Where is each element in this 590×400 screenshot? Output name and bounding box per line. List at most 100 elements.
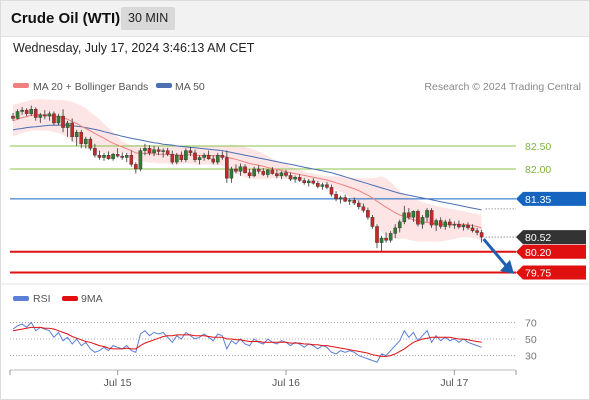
rsi-legend-swatch	[13, 296, 29, 301]
price-tags-layer: 82.50 82.00 81.35 80.52 80.20 79.75	[516, 141, 586, 280]
candle-body	[320, 184, 325, 187]
candle-body	[338, 197, 343, 200]
candle-body	[93, 148, 97, 156]
candle-body	[429, 210, 434, 226]
candle-body	[97, 154, 102, 158]
ma50-legend-label: MA 50	[175, 81, 205, 93]
candle-body	[138, 150, 143, 170]
candle-body	[347, 200, 352, 202]
candle-body	[184, 150, 188, 161]
candle-body	[388, 233, 393, 241]
support-label: 79.75	[525, 268, 551, 280]
candle-body	[65, 122, 70, 128]
candle-body	[170, 154, 175, 163]
candle-body	[24, 109, 29, 115]
x-axis-tick-label: Jul 15	[104, 377, 132, 389]
pivot-label: 81.35	[525, 194, 551, 206]
candle-body	[243, 166, 247, 173]
candle-body	[416, 211, 420, 225]
candle-body	[70, 122, 74, 138]
candle-body	[288, 175, 293, 180]
candle-body	[293, 177, 297, 180]
candle-body	[174, 154, 179, 163]
candle-body	[152, 149, 156, 154]
candle-body	[470, 227, 475, 231]
ma20-legend-swatch	[13, 83, 29, 88]
bollinger-band-layer	[13, 99, 482, 242]
ma50-legend-swatch	[156, 83, 172, 88]
candle-body	[43, 114, 47, 117]
candle-body	[479, 232, 484, 238]
ma50-line	[12, 124, 482, 211]
last-price-tag	[516, 230, 586, 245]
candle-body	[161, 150, 165, 152]
candle-body	[316, 183, 320, 187]
candle-body	[188, 150, 193, 154]
candle-body	[361, 206, 366, 211]
candle-body	[147, 148, 152, 154]
candles-layer	[11, 105, 484, 251]
candle-body	[29, 108, 34, 114]
candle-body	[197, 157, 202, 160]
candle-body	[311, 180, 316, 184]
x-axis-tick-label: Jul 16	[272, 377, 300, 389]
candle-body	[329, 187, 334, 195]
candle-body	[156, 149, 161, 152]
rsi-level-label: 50	[525, 334, 537, 346]
candle-body	[357, 202, 361, 207]
candle-body	[384, 237, 388, 241]
candle-body	[270, 169, 275, 174]
candle-body	[225, 157, 229, 179]
candle-body	[124, 154, 129, 158]
candle-body	[379, 237, 384, 243]
forecast-arrow-head	[500, 259, 514, 274]
candle-body	[393, 227, 398, 234]
candle-body	[284, 172, 288, 176]
candle-body	[302, 180, 307, 183]
candle-body	[220, 154, 225, 158]
candle-body	[56, 115, 61, 124]
candle-body	[452, 223, 457, 226]
candle-body	[370, 217, 375, 227]
candle-body	[306, 180, 311, 184]
candle-body	[238, 166, 243, 172]
price-levels-layer	[10, 145, 516, 274]
support-tag	[516, 244, 586, 259]
rsi-level-label: 30	[525, 351, 537, 363]
candle-body	[443, 221, 448, 227]
resistance-label: 82.50	[525, 141, 551, 153]
candle-body	[193, 152, 197, 160]
candle-body	[252, 168, 256, 177]
candle-body	[366, 210, 370, 218]
candle-body	[61, 115, 65, 128]
timestamp: Wednesday, July 17, 2024 3:46:13 AM CET	[13, 41, 255, 55]
support-tag	[516, 265, 586, 280]
candle-body	[279, 172, 284, 177]
support-label: 80.20	[525, 247, 551, 259]
credit-label: Research © 2024 Trading Central	[424, 81, 581, 93]
timeframe-badge[interactable]: 30 MIN	[121, 7, 176, 30]
candle-body	[334, 194, 338, 200]
candle-body	[111, 154, 115, 160]
candle-body	[275, 173, 279, 177]
candle-body	[15, 111, 20, 119]
last-price-label: 80.52	[525, 232, 551, 244]
candle-body	[52, 113, 56, 124]
candle-body	[211, 158, 216, 163]
rsi-line	[12, 321, 482, 363]
candle-body	[420, 217, 425, 225]
forecast-arrow-shaft	[482, 238, 510, 269]
rsi-ma-legend-label: 9MA	[81, 293, 103, 305]
candle-body	[229, 168, 234, 179]
candle-body	[179, 154, 184, 160]
pivot-tag	[516, 191, 586, 206]
rsi-ma-legend-swatch	[62, 296, 78, 301]
candle-body	[206, 154, 211, 160]
candle-body	[11, 115, 15, 119]
candle-body	[106, 154, 111, 160]
candle-body	[38, 114, 43, 118]
candle-body	[457, 223, 461, 228]
rsi-panel: 70 50 30	[10, 317, 537, 363]
candle-body	[143, 148, 147, 151]
